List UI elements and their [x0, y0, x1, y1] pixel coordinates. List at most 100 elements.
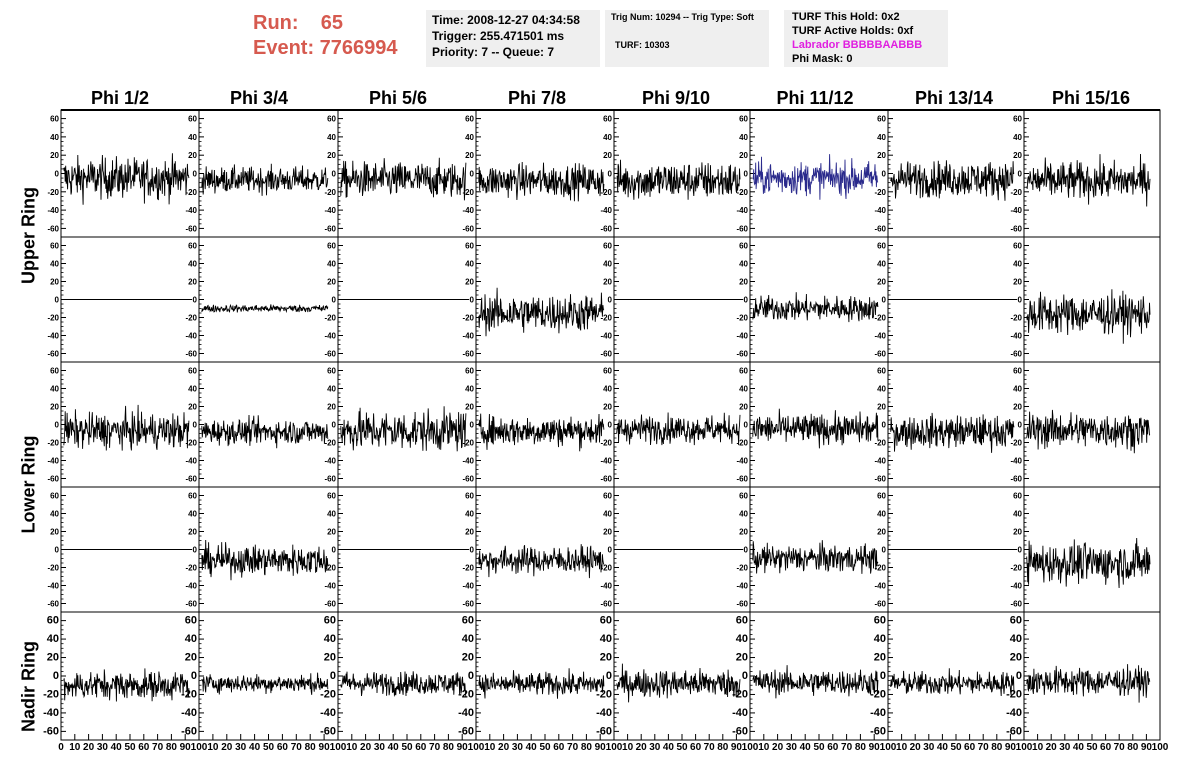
y-tick-label-r4-c1-1: -40: [181, 707, 197, 719]
y-tick-label-r3-c3-3: 0: [470, 546, 475, 555]
y-tick-label-r2-c5-3: 0: [744, 421, 749, 430]
y-tick-label-r1-c5-6: 60: [739, 242, 748, 251]
y-tick-label-r1-c7-0: -60: [1010, 350, 1022, 359]
y-tick-label-r0-c6-4: 20: [877, 151, 886, 160]
y-tick-label-r1-c2-1: -40: [324, 332, 336, 341]
y-tick-label-r2-c4-5: 40: [603, 385, 612, 394]
y-tick-label-r2-c4-0: -60: [600, 475, 612, 484]
y-tick-label-r3-c3-2: -20: [462, 564, 474, 573]
y-tick-label-r0-c3-1: -40: [462, 206, 474, 215]
waveform-r2-c5: [752, 408, 879, 449]
y-tick-label-r1-c7-6: 60: [1013, 242, 1022, 251]
y-tick-label-r0-c5-1: -40: [736, 206, 748, 215]
y-tick-label-r0-c5-5: 40: [739, 133, 748, 142]
waveform-r1-c3: [478, 287, 605, 337]
x-tick-label-c0-5: 50: [124, 742, 136, 753]
y-tick-label-r2-c4-4: 20: [603, 403, 612, 412]
y-tick-label-r3-c6-4: 20: [877, 528, 886, 537]
x-tick-label-c6-9: 90: [1005, 742, 1017, 753]
y-tick-label-r3-c0-6: 60: [50, 492, 59, 501]
x-tick-label-c6-2: 20: [910, 742, 922, 753]
y-tick-label-r0-c4-6: 60: [603, 115, 612, 124]
y-tick-label-r1-c1-2: -20: [185, 314, 197, 323]
y-tick-label-r2-c0-0: -60: [47, 475, 59, 484]
y-tick-label-r3-c3-0: -60: [462, 600, 474, 609]
x-tick-label-c0-10: 100: [191, 742, 208, 753]
y-tick-label-r0-c3-4: 20: [465, 151, 474, 160]
y-tick-label-r2-c2-2: -20: [324, 439, 336, 448]
y-tick-label-r2-c7-6: 60: [1013, 367, 1022, 376]
y-tick-label-r0-c1-4: 20: [188, 151, 197, 160]
waveform-r3-c7: [1026, 537, 1151, 589]
x-tick-label-c3-2: 20: [498, 742, 510, 753]
x-tick-label-c5-2: 20: [772, 742, 784, 753]
y-tick-label-r3-c1-0: -60: [185, 600, 197, 609]
x-tick-label-c3-7: 70: [567, 742, 579, 753]
y-tick-label-r1-c6-1: -40: [874, 332, 886, 341]
y-tick-label-r3-c0-5: 40: [50, 510, 59, 519]
y-tick-label-r4-c2-4: 20: [324, 652, 336, 664]
y-tick-label-r4-c6-6: 60: [874, 615, 886, 627]
y-tick-label-r4-c5-1: -40: [732, 707, 748, 719]
x-tick-label-c0-4: 40: [111, 742, 123, 753]
waveform-r2-c0: [63, 404, 190, 451]
y-tick-label-r4-c7-4: 20: [1010, 652, 1022, 664]
x-tick-label-c4-6: 60: [690, 742, 702, 753]
waveform-r4-c4: [616, 663, 741, 703]
y-tick-label-r0-c4-5: 40: [603, 133, 612, 142]
waveform-r4-c3: [478, 668, 605, 699]
y-tick-label-r3-c0-2: -20: [47, 564, 59, 573]
waveform-r0-c4: [616, 159, 741, 200]
y-tick-label-r1-c2-2: -20: [324, 314, 336, 323]
y-tick-label-r2-c5-6: 60: [739, 367, 748, 376]
y-tick-label-r2-c2-3: 0: [332, 421, 337, 430]
y-tick-label-r1-c1-5: 40: [188, 260, 197, 269]
y-tick-label-r3-c3-1: -40: [462, 582, 474, 591]
y-tick-label-r4-c6-4: 20: [874, 652, 886, 664]
x-tick-label-c1-2: 20: [221, 742, 233, 753]
y-tick-label-r4-c1-2: -20: [181, 688, 197, 700]
y-tick-label-r3-c4-2: -20: [600, 564, 612, 573]
x-tick-label-c6-5: 50: [950, 742, 962, 753]
y-tick-label-r0-c6-6: 60: [877, 115, 886, 124]
x-tick-label-c2-10: 100: [468, 742, 485, 753]
y-tick-label-r4-c3-0: -60: [458, 725, 474, 737]
y-tick-label-r3-c2-4: 20: [327, 528, 336, 537]
y-tick-label-r3-c0-3: 0: [55, 546, 60, 555]
panel-frame-r1-c1: [198, 236, 339, 363]
x-tick-label-c3-8: 80: [581, 742, 593, 753]
waveform-r4-c6: [890, 668, 1015, 697]
waveform-r2-c4: [616, 412, 741, 446]
x-tick-label-c3-10: 100: [606, 742, 623, 753]
trigger-text: Trigger: 255.471501 ms: [432, 29, 565, 43]
y-tick-label-r1-c3-4: 20: [465, 278, 474, 287]
y-tick-label-r3-c1-3: 0: [193, 546, 198, 555]
y-tick-label-r0-c7-5: 40: [1013, 133, 1022, 142]
y-tick-label-r2-c7-4: 20: [1013, 403, 1022, 412]
y-tick-label-r2-c3-6: 60: [465, 367, 474, 376]
x-tick-label-c1-10: 100: [330, 742, 347, 753]
y-tick-label-r4-c0-0: -60: [43, 725, 59, 737]
y-tick-label-r2-c7-5: 40: [1013, 385, 1022, 394]
x-tick-label-c5-4: 40: [800, 742, 812, 753]
y-tick-label-r2-c6-1: -40: [874, 457, 886, 466]
y-tick-label-r1-c6-4: 20: [877, 278, 886, 287]
x-tick-label-c4-8: 80: [717, 742, 729, 753]
turf-hold-text: TURF This Hold: 0x2: [792, 11, 900, 23]
waveform-r0-c7: [1026, 153, 1151, 207]
y-tick-label-r3-c5-1: -40: [736, 582, 748, 591]
y-tick-label-r4-c5-0: -60: [732, 725, 748, 737]
y-tick-label-r0-c0-5: 40: [50, 133, 59, 142]
y-tick-label-r3-c4-1: -40: [600, 582, 612, 591]
y-tick-label-r3-c0-4: 20: [50, 528, 59, 537]
turf-text: TURF: 10303: [615, 40, 670, 50]
waveform-r3-c1: [201, 539, 329, 581]
y-tick-label-r2-c2-0: -60: [324, 475, 336, 484]
y-tick-label-r0-c1-3: 0: [193, 170, 198, 179]
y-tick-label-r1-c7-5: 40: [1013, 260, 1022, 269]
x-tick-label-c6-7: 70: [978, 742, 990, 753]
y-tick-label-r3-c1-1: -40: [185, 582, 197, 591]
y-tick-label-r0-c1-6: 60: [188, 115, 197, 124]
y-tick-label-r3-c5-5: 40: [739, 510, 748, 519]
